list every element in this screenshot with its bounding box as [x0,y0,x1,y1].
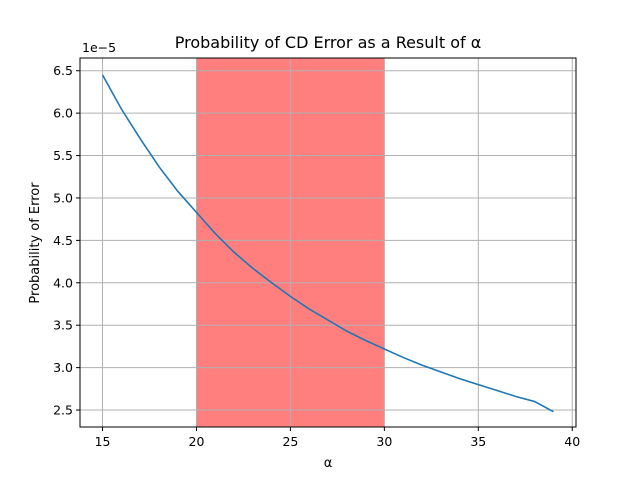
plot-frame [79,57,577,428]
y-tick-label: 3.0 [53,360,73,375]
y-tick-label: 4.5 [53,233,73,248]
y-tick-label: 3.5 [53,318,73,333]
x-axis-label: α [324,456,333,471]
x-tick-label: 15 [95,434,111,449]
y-grid [80,70,576,411]
y-tick-label: 5.0 [53,190,73,205]
chart-title: Probability of CD Error as a Result of α [175,33,482,52]
series-line [101,74,554,413]
y-tick-label: 6.0 [53,106,73,121]
y-tick-label: 5.5 [53,148,73,163]
x-ticks: 15 20 25 30 35 40 [95,427,580,449]
x-tick-label: 25 [282,434,298,449]
y-tick-label: 2.5 [53,403,73,418]
y-axis-label: Probability of Error [28,182,43,304]
x-grid [102,58,573,427]
y-tick-label: 6.5 [53,63,73,78]
y-offset-label: 1e−5 [82,40,116,55]
x-tick-label: 30 [376,434,392,449]
x-tick-label: 40 [564,434,580,449]
y-tick-label: 4.0 [53,275,73,290]
x-tick-label: 35 [470,434,486,449]
y-ticks: 2.5 3.0 3.5 4.0 4.5 5.0 5.5 6.0 6.5 [53,63,80,418]
x-tick-label: 20 [189,434,205,449]
